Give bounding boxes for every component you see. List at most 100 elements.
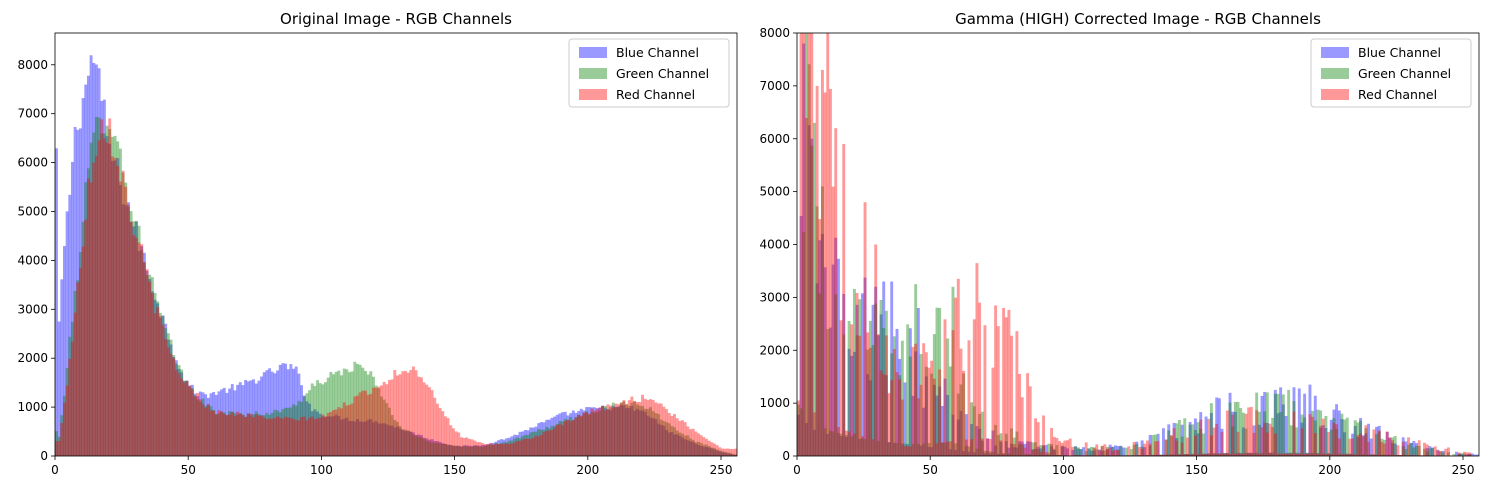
bar-blue-channel-128 bbox=[1138, 455, 1141, 456]
bar-red-channel-70 bbox=[241, 414, 245, 456]
bar-green-channel-208 bbox=[1351, 454, 1355, 456]
bar-red-channel-244 bbox=[1447, 447, 1450, 456]
bar-green-channel-126 bbox=[390, 415, 394, 456]
bar-blue-channel-67 bbox=[233, 390, 237, 456]
bar-blue-channel-72 bbox=[246, 381, 250, 456]
bar-green-channel-196 bbox=[577, 414, 581, 456]
bar-green-channel-11 bbox=[84, 182, 88, 456]
bar-green-channel-90 bbox=[1036, 449, 1040, 456]
bar-blue-channel-200 bbox=[587, 407, 591, 456]
bar-green-channel-223 bbox=[1391, 437, 1394, 456]
bar-blue-channel-120 bbox=[1116, 446, 1120, 456]
bar-green-channel-19 bbox=[105, 125, 109, 456]
bar-red-channel-42 bbox=[908, 446, 912, 456]
bar-blue-channel-165 bbox=[494, 441, 498, 456]
bar-red-channel-51 bbox=[932, 378, 936, 456]
bar-blue-channel-198 bbox=[582, 410, 586, 456]
bar-green-channel-161 bbox=[1225, 453, 1229, 456]
bar-green-channel-179 bbox=[1273, 393, 1277, 456]
bar-blue-channel-117 bbox=[366, 419, 370, 456]
bar-green-channel-31 bbox=[879, 300, 883, 456]
bar-green-channel-236 bbox=[683, 435, 687, 456]
bar-red-channel-147 bbox=[446, 418, 450, 456]
bar-green-channel-196 bbox=[1319, 410, 1323, 456]
bar-blue-channel-75 bbox=[254, 383, 258, 456]
bar-red-channel-28 bbox=[129, 221, 133, 456]
bar-red-channel-243 bbox=[1444, 448, 1448, 456]
bar-green-channel-169 bbox=[505, 442, 509, 456]
bar-red-channel-177 bbox=[526, 438, 530, 456]
bar-blue-channel-100 bbox=[1063, 446, 1067, 456]
bar-blue-channel-64 bbox=[225, 392, 229, 456]
bar-blue-channel-137 bbox=[1161, 428, 1165, 456]
bar-blue-channel-59 bbox=[954, 450, 958, 456]
y-tick-label: 1000 bbox=[759, 396, 790, 410]
bar-green-channel-54 bbox=[940, 442, 944, 456]
bar-blue-channel-89 bbox=[1034, 448, 1038, 456]
bar-red-channel-181 bbox=[1279, 453, 1283, 456]
bar-red-channel-105 bbox=[334, 409, 338, 456]
bar-blue-channel-93 bbox=[302, 395, 306, 456]
bar-red-channel-16 bbox=[839, 320, 843, 456]
bar-blue-channel-215 bbox=[627, 408, 631, 456]
bar-red-channel-82 bbox=[1015, 331, 1019, 456]
bar-blue-channel-26 bbox=[124, 205, 128, 456]
bar-blue-channel-133 bbox=[409, 431, 413, 456]
bar-blue-channel-161 bbox=[1225, 453, 1229, 456]
bar-red-channel-44 bbox=[914, 343, 918, 456]
bar-green-channel-25 bbox=[121, 172, 125, 456]
bar-green-channel-198 bbox=[1324, 415, 1328, 456]
bar-green-channel-9 bbox=[820, 186, 824, 456]
bar-red-channel-23 bbox=[858, 335, 862, 456]
bar-red-channel-74 bbox=[994, 305, 998, 456]
bar-green-channel-76 bbox=[257, 414, 261, 456]
bar-green-channel-158 bbox=[1217, 453, 1221, 456]
bar-green-channel-220 bbox=[641, 406, 644, 456]
bar-blue-channel-6 bbox=[70, 161, 74, 456]
bar-blue-channel-56 bbox=[946, 394, 950, 456]
bar-blue-channel-111 bbox=[1092, 450, 1096, 456]
bar-blue-channel-204 bbox=[1340, 419, 1344, 456]
bar-red-channel-170 bbox=[507, 444, 511, 456]
bar-blue-channel-15 bbox=[836, 258, 840, 456]
bar-red-channel-34 bbox=[145, 269, 149, 456]
bar-red-channel-240 bbox=[694, 431, 698, 456]
bar-red-channel-81 bbox=[270, 418, 274, 456]
bar-green-channel-147 bbox=[1188, 424, 1192, 456]
bar-blue-channel-221 bbox=[1385, 431, 1389, 456]
legend-swatch-green-channel bbox=[1321, 68, 1349, 79]
bar-green-channel-95 bbox=[308, 390, 311, 456]
bar-red-channel-208 bbox=[1351, 438, 1355, 456]
bar-green-channel-197 bbox=[579, 416, 583, 456]
chart-title: Original Image - RGB Channels bbox=[280, 10, 512, 28]
bar-blue-channel-251 bbox=[723, 452, 727, 456]
bar-blue-channel-139 bbox=[425, 438, 429, 456]
y-tick-label: 6000 bbox=[17, 156, 48, 170]
bar-blue-channel-175 bbox=[521, 431, 525, 456]
bar-blue-channel-141 bbox=[1172, 422, 1176, 456]
bar-green-channel-237 bbox=[1428, 448, 1432, 456]
bar-green-channel-78 bbox=[1004, 433, 1008, 456]
bar-green-channel-130 bbox=[401, 429, 405, 456]
bar-blue-channel-172 bbox=[513, 434, 517, 456]
bar-blue-channel-49 bbox=[185, 380, 189, 456]
bar-green-channel-160 bbox=[481, 446, 485, 456]
bar-green-channel-97 bbox=[313, 385, 317, 456]
bar-red-channel-63 bbox=[964, 439, 968, 456]
bar-red-channel-173 bbox=[515, 440, 519, 456]
bar-blue-channel-45 bbox=[916, 307, 920, 456]
bar-red-channel-150 bbox=[454, 431, 458, 456]
bar-green-channel-102 bbox=[326, 377, 330, 456]
bar-blue-channel-255 bbox=[734, 455, 737, 456]
bar-green-channel-202 bbox=[1335, 428, 1339, 456]
bar-blue-channel-198 bbox=[1324, 428, 1328, 456]
bar-red-channel-158 bbox=[475, 441, 479, 456]
bar-blue-channel-160 bbox=[481, 445, 485, 456]
bar-green-channel-71 bbox=[986, 451, 990, 456]
bar-red-channel-111 bbox=[350, 403, 354, 456]
bar-green-channel-35 bbox=[890, 353, 894, 456]
bar-green-channel-164 bbox=[1233, 401, 1237, 456]
bar-red-channel-154 bbox=[1207, 418, 1211, 456]
bar-red-channel-91 bbox=[297, 420, 301, 456]
